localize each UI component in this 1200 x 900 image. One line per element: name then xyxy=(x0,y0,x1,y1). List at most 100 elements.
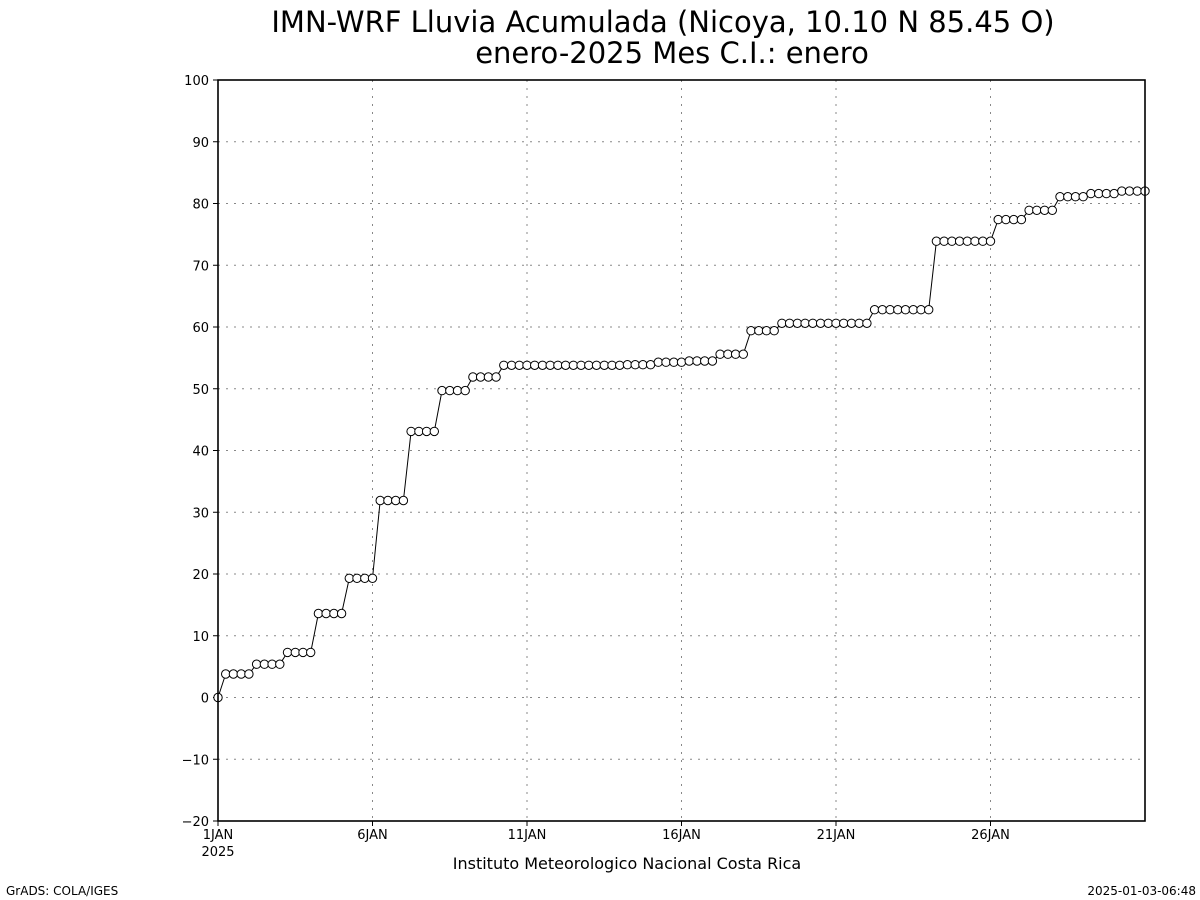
data-point xyxy=(777,318,787,328)
data-point xyxy=(398,495,409,506)
data-point xyxy=(1032,205,1042,216)
data-point xyxy=(615,360,625,370)
data-point xyxy=(761,326,772,336)
data-point xyxy=(931,236,942,246)
y-tick-label: 40 xyxy=(192,445,209,460)
data-point xyxy=(746,326,756,336)
y-tick-label: 80 xyxy=(192,198,209,213)
data-point xyxy=(259,659,270,669)
data-point xyxy=(738,349,748,359)
data-point xyxy=(700,356,710,366)
data-point xyxy=(599,360,609,370)
data-point xyxy=(839,318,849,328)
data-point xyxy=(282,647,293,658)
data-point xyxy=(877,305,888,315)
data-point xyxy=(421,426,432,437)
data-point xyxy=(962,236,972,246)
data-point xyxy=(1132,186,1143,196)
data-point xyxy=(1039,205,1050,216)
data-point xyxy=(483,372,494,382)
data-point xyxy=(1117,186,1127,196)
data-point xyxy=(530,360,540,370)
chart-title-line1: IMN-WRF Lluvia Acumulada (Nicoya, 10.10 … xyxy=(271,5,1054,39)
data-point xyxy=(290,647,300,658)
data-point xyxy=(622,360,633,370)
data-point xyxy=(298,647,308,658)
data-point xyxy=(406,426,416,437)
data-point xyxy=(916,305,926,315)
data-point xyxy=(684,356,694,366)
data-point xyxy=(275,659,285,669)
data-point xyxy=(1101,188,1112,199)
data-point xyxy=(437,385,447,396)
data-point xyxy=(607,360,617,370)
data-point xyxy=(460,385,470,396)
y-tick-label: 100 xyxy=(184,74,209,89)
data-point xyxy=(336,608,347,619)
data-point xyxy=(522,360,532,370)
data-point xyxy=(1070,192,1081,202)
data-point xyxy=(514,360,524,370)
data-point xyxy=(885,305,895,315)
data-point xyxy=(893,305,903,315)
y-tick-label: 30 xyxy=(192,506,209,521)
data-point xyxy=(553,360,563,370)
data-point xyxy=(970,236,980,246)
data-point xyxy=(676,357,687,367)
data-point xyxy=(344,573,354,583)
data-point xyxy=(475,372,486,382)
data-point xyxy=(537,360,548,370)
data-point xyxy=(808,318,818,328)
data-point xyxy=(1094,188,1104,199)
data-point xyxy=(1109,188,1119,199)
data-point xyxy=(251,659,262,669)
data-point xyxy=(352,573,362,583)
x-tick-label: 6JAN xyxy=(357,828,388,843)
data-point xyxy=(862,318,872,328)
data-point xyxy=(661,357,671,367)
data-point xyxy=(391,495,401,506)
y-axis-ticks: −20 −10 0 10 20 30 40 50 60 70 80 90 100 xyxy=(182,74,218,830)
y-tick-label: 10 xyxy=(192,630,209,645)
data-point xyxy=(329,608,339,619)
data-point xyxy=(846,318,857,328)
data-point xyxy=(1001,214,1011,225)
data-point xyxy=(360,573,370,583)
data-point xyxy=(452,385,463,396)
plot-frame xyxy=(217,79,1146,822)
data-point xyxy=(784,318,795,328)
data-point xyxy=(985,236,996,246)
chart-title-line2: enero-2025 Mes C.I.: enero xyxy=(475,36,869,70)
data-point xyxy=(1016,214,1027,225)
data-point xyxy=(1047,205,1058,216)
y-tick-label: −10 xyxy=(182,753,209,768)
data-point xyxy=(924,305,934,315)
y-tick-label: 20 xyxy=(192,568,209,583)
data-point xyxy=(769,326,779,336)
data-point xyxy=(815,318,826,328)
data-point xyxy=(993,214,1003,225)
data-point xyxy=(1086,188,1096,199)
data-point xyxy=(947,236,957,246)
data-point xyxy=(228,669,239,679)
data-point xyxy=(754,326,764,336)
data-point xyxy=(383,495,393,506)
series-line xyxy=(217,190,1145,698)
y-tick-label: −20 xyxy=(182,815,209,830)
x-axis-label: Instituto Meteorologico Nacional Costa R… xyxy=(453,854,801,873)
y-tick-label: 90 xyxy=(192,136,209,151)
x-tick-label: 21JAN xyxy=(817,828,856,843)
data-point xyxy=(854,318,864,328)
x-tick-label: 16JAN xyxy=(662,828,701,843)
grid-lines xyxy=(218,80,1145,821)
data-point xyxy=(560,360,571,370)
data-point xyxy=(506,360,517,370)
data-point xyxy=(978,236,988,246)
data-point xyxy=(692,356,702,366)
x-tick-sublabel: 2025 xyxy=(201,845,234,860)
data-point xyxy=(321,608,331,619)
y-tick-label: 0 xyxy=(201,692,209,707)
data-point xyxy=(1055,192,1065,202)
data-point xyxy=(669,357,679,367)
